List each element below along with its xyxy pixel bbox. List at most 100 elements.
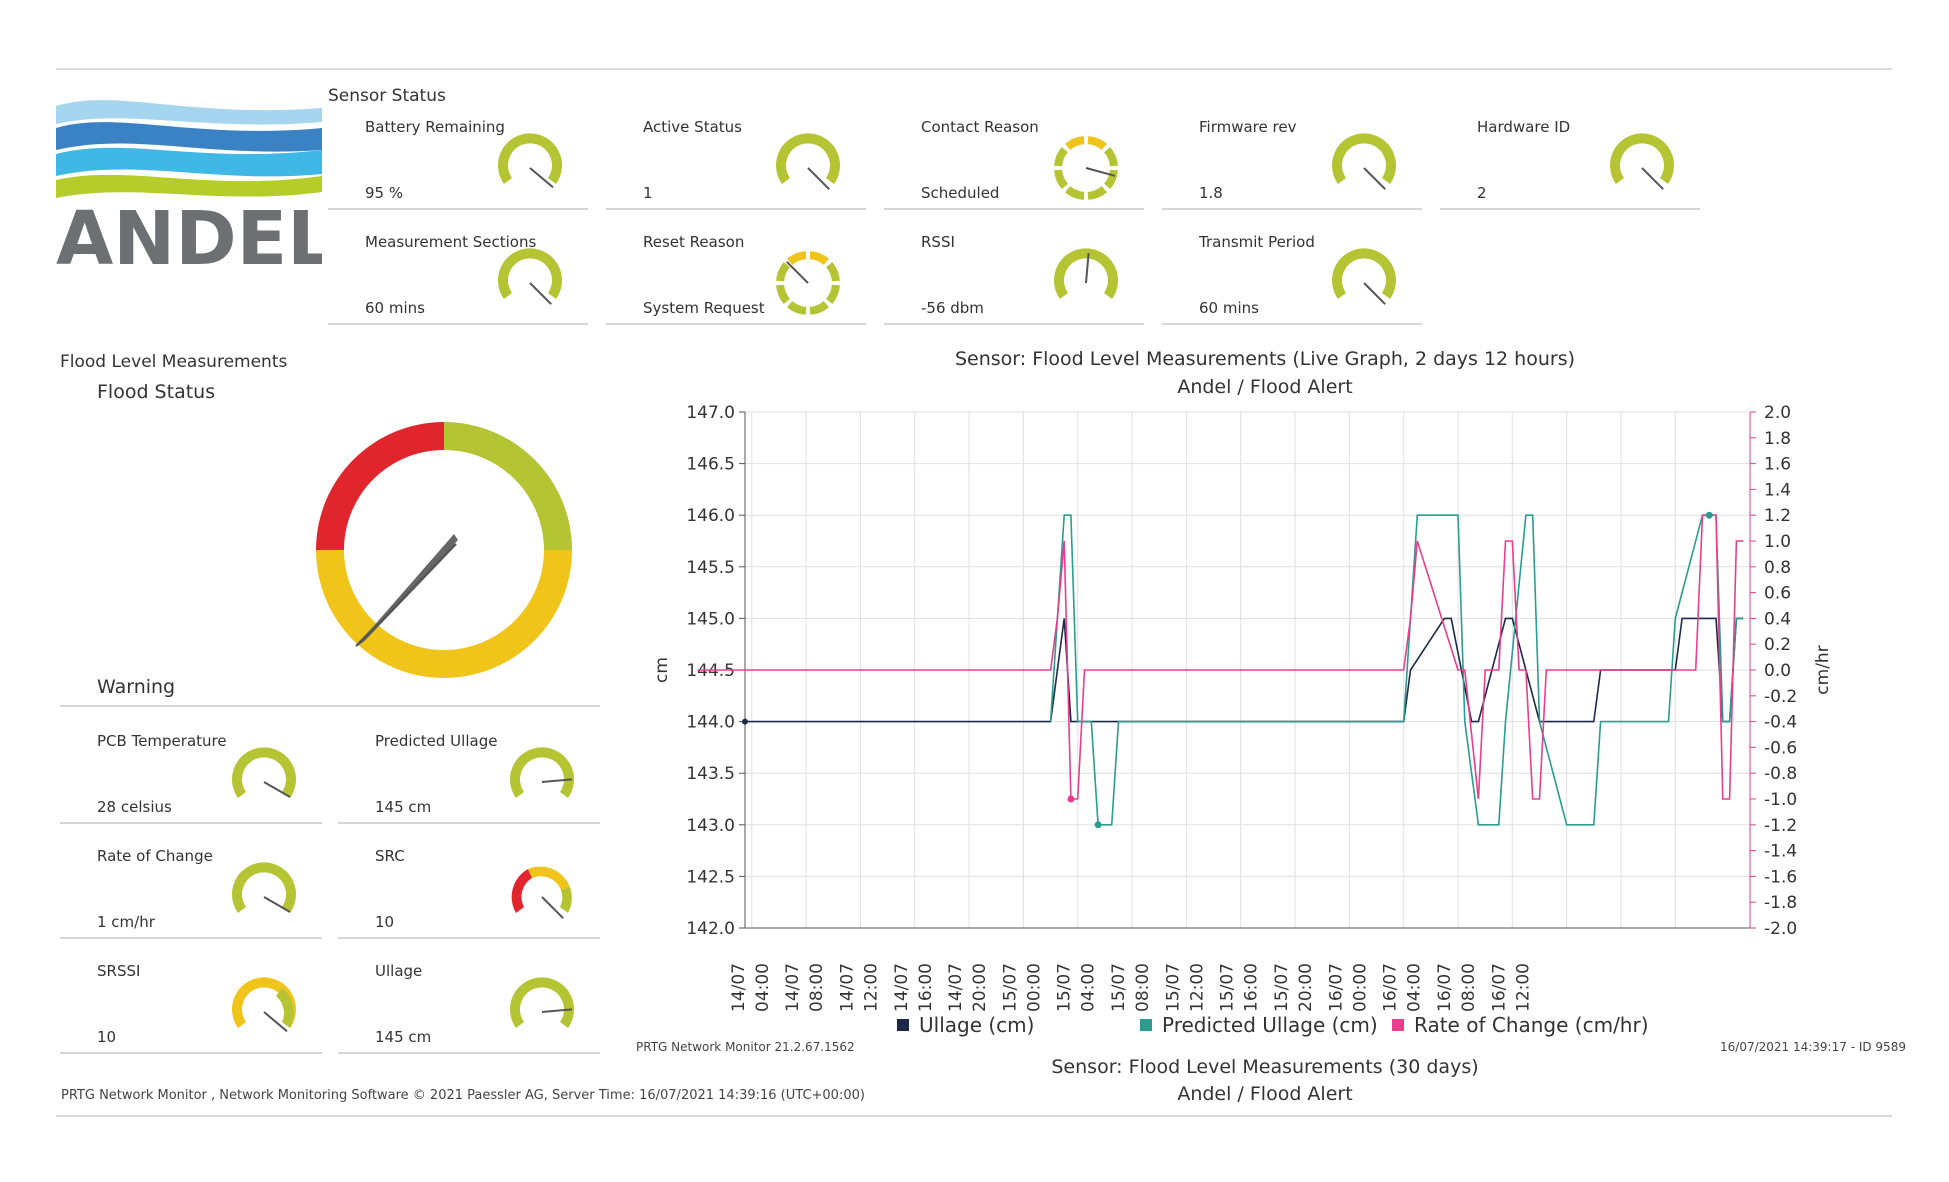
tile-value: Scheduled: [921, 184, 1000, 202]
tile-divider: [60, 1052, 322, 1054]
tile-value: System Request: [643, 299, 765, 317]
series-line-2: [697, 514, 1744, 800]
tile-value: 145 cm: [375, 798, 432, 816]
tile-label: RSSI: [921, 233, 955, 251]
gauge-icon: [1054, 248, 1118, 299]
y-tick-label: 144.5: [686, 661, 735, 681]
status-tile: SRSSI 10: [60, 952, 322, 1054]
tile-value: 60 mins: [365, 299, 425, 317]
y2-tick-label: -1.8: [1764, 893, 1797, 913]
y-tick-label: 143.0: [686, 816, 735, 836]
x-tick-label: 12:00: [1187, 963, 1207, 1012]
x-tick-label-group: 14/07 04:00: [729, 963, 773, 1012]
x-tick-label: 08:00: [1459, 963, 1479, 1012]
x-tick-label: 14/07: [837, 963, 857, 1012]
y2-tick-label: 0.8: [1764, 558, 1791, 578]
x-tick-label-group: 14/07 12:00: [837, 963, 881, 1012]
x-tick-label: 14/07: [946, 963, 966, 1012]
tile-divider: [884, 323, 1144, 325]
series-marker: [1094, 821, 1102, 829]
gauge-icon: [510, 977, 574, 1028]
tile-value: 1: [643, 184, 653, 202]
x-tick-label: 16/07: [1381, 963, 1401, 1012]
top-divider: [56, 68, 1892, 70]
status-tile: Ullage 145 cm: [338, 952, 600, 1054]
legend-item: Ullage (cm): [897, 1013, 1034, 1037]
x-tick-label: 15/07: [1218, 963, 1238, 1012]
y-tick-label: 142.0: [686, 919, 735, 939]
tile-label: Measurement Sections: [365, 233, 537, 251]
gauge-icon: [232, 977, 296, 1033]
tile-label: Hardware ID: [1477, 118, 1571, 136]
x-tick-label-group: 14/07 16:00: [892, 963, 936, 1012]
warning-title: Warning: [97, 676, 176, 698]
status-tile: Transmit Period 60 mins: [1162, 223, 1422, 325]
x-tick-label-group: 15/07 08:00: [1109, 963, 1153, 1012]
x-tick-label: 16:00: [916, 963, 936, 1012]
y2-tick-label: -0.8: [1764, 764, 1797, 784]
tile-divider: [328, 208, 588, 210]
copyright-footer: PRTG Network Monitor , Network Monitorin…: [61, 1088, 865, 1103]
x-tick-label: 15/07: [1272, 963, 1292, 1012]
tile-divider: [884, 208, 1144, 210]
x-tick-label: 08:00: [1133, 963, 1153, 1012]
gauge-icon: [498, 133, 562, 189]
tile-divider: [60, 822, 322, 824]
tile-value: 145 cm: [375, 1028, 432, 1046]
x-tick-label-group: 16/07 04:00: [1381, 963, 1425, 1012]
y-tick-label: 142.5: [686, 867, 735, 887]
tile-label: Firmware rev: [1199, 118, 1297, 136]
y2-tick-label: 1.4: [1764, 480, 1791, 500]
x-tick-label: 12:00: [1513, 963, 1533, 1012]
tile-label: SRSSI: [97, 962, 141, 980]
flood-status-title: Flood Status: [97, 381, 216, 403]
y2-tick-label: -1.2: [1764, 816, 1797, 836]
x-tick-label-group: 14/07 08:00: [783, 963, 827, 1012]
andel-logo: ANDEL: [56, 88, 334, 282]
status-tile: Reset Reason System Request: [606, 223, 866, 325]
x-tick-label-group: 15/07 00:00: [1000, 963, 1044, 1012]
status-tile: Battery Remaining 95 %: [328, 108, 588, 210]
tile-label: Rate of Change: [97, 847, 213, 865]
y2-tick-label: 1.0: [1764, 532, 1791, 552]
status-tile: Hardware ID 2: [1440, 108, 1700, 210]
tile-label: SRC: [375, 847, 405, 865]
legend-label: Rate of Change (cm/hr): [1414, 1013, 1649, 1037]
series-marker: [742, 718, 748, 725]
y2-tick-label: 0.6: [1764, 584, 1791, 604]
y2-tick-label: 0.2: [1764, 635, 1791, 655]
tile-divider: [338, 1052, 600, 1054]
y2-tick-label: 0.4: [1764, 609, 1791, 629]
y-axis-label: cm: [652, 657, 672, 683]
y2-tick-label: -1.0: [1764, 790, 1797, 810]
legend-item: Rate of Change (cm/hr): [1392, 1013, 1649, 1037]
chart-subtitle: Andel / Flood Alert: [1177, 376, 1353, 398]
x-tick-label: 20:00: [970, 963, 990, 1012]
gauge-icon: [511, 866, 572, 919]
tile-divider: [606, 208, 866, 210]
warning-divider: [60, 705, 600, 707]
status-tile: Rate of Change 1 cm/hr: [60, 837, 322, 939]
tile-label: PCB Temperature: [97, 732, 227, 750]
y-tick-label: 145.5: [686, 558, 735, 578]
tile-label: Ullage: [375, 962, 423, 980]
legend-swatch: [1392, 1019, 1404, 1031]
x-tick-label-group: 15/07 04:00: [1055, 963, 1099, 1012]
y-tick-label: 144.0: [686, 713, 735, 733]
status-tile: Measurement Sections 60 mins: [328, 223, 588, 325]
tile-label: Predicted Ullage: [375, 732, 498, 750]
sensor-status-title: Sensor Status: [328, 86, 446, 106]
x-tick-label-group: 16/07 00:00: [1326, 963, 1370, 1012]
gauge-icon: [776, 133, 840, 190]
chart2-subtitle: Andel / Flood Alert: [1177, 1083, 1353, 1105]
x-tick-label: 16/07: [1435, 963, 1455, 1012]
y2-tick-label: -1.6: [1764, 867, 1797, 887]
flood-status-gauge: [312, 418, 576, 682]
tile-value: 1.8: [1199, 184, 1223, 202]
x-tick-label-group: 16/07 08:00: [1435, 963, 1479, 1012]
y-tick-label: 146.5: [686, 455, 735, 475]
status-tile: PCB Temperature 28 celsius: [60, 722, 322, 824]
gauge-icon: [776, 251, 840, 315]
tile-value: 28 celsius: [97, 798, 172, 816]
x-tick-label-group: 15/07 20:00: [1272, 963, 1316, 1012]
